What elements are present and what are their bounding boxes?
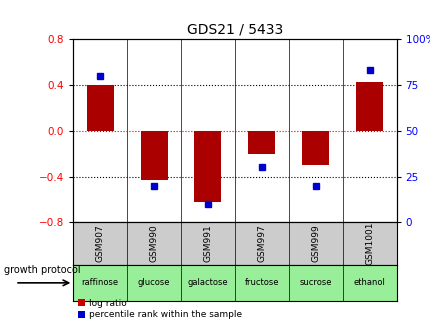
Bar bbox=[355, 81, 382, 131]
Text: GSM991: GSM991 bbox=[203, 225, 212, 263]
Text: GSM990: GSM990 bbox=[149, 225, 158, 263]
Text: GSM1001: GSM1001 bbox=[364, 222, 373, 266]
Bar bbox=[86, 85, 114, 131]
Text: raffinose: raffinose bbox=[81, 278, 119, 287]
Text: growth protocol: growth protocol bbox=[4, 265, 81, 275]
Bar bbox=[140, 131, 167, 180]
Text: glucose: glucose bbox=[138, 278, 170, 287]
Bar bbox=[301, 131, 329, 165]
Title: GDS21 / 5433: GDS21 / 5433 bbox=[186, 23, 283, 37]
Text: GSM907: GSM907 bbox=[95, 225, 104, 263]
Text: GSM999: GSM999 bbox=[310, 225, 319, 263]
Text: fructose: fructose bbox=[244, 278, 279, 287]
Legend: log ratio, percentile rank within the sample: log ratio, percentile rank within the sa… bbox=[77, 299, 241, 319]
Text: ethanol: ethanol bbox=[353, 278, 384, 287]
Text: GSM997: GSM997 bbox=[257, 225, 266, 263]
Bar bbox=[194, 131, 221, 202]
Text: galactose: galactose bbox=[187, 278, 228, 287]
Text: sucrose: sucrose bbox=[299, 278, 331, 287]
Bar bbox=[248, 131, 275, 154]
